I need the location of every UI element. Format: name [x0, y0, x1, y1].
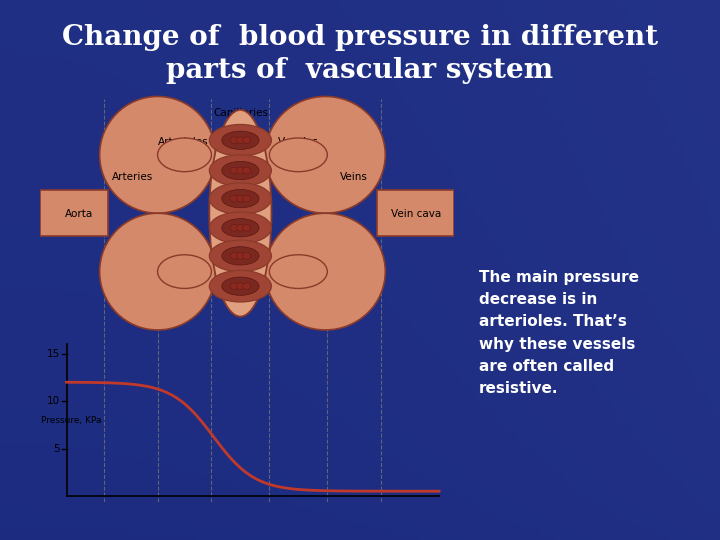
Ellipse shape	[236, 167, 245, 174]
Ellipse shape	[230, 283, 238, 289]
Text: Pressure, KPa: Pressure, KPa	[41, 416, 102, 424]
Text: 5: 5	[54, 443, 60, 454]
Ellipse shape	[230, 167, 238, 174]
Text: Arterioles: Arterioles	[158, 137, 209, 147]
Text: Vein cava: Vein cava	[391, 210, 441, 219]
Text: Veins: Veins	[339, 172, 367, 182]
Ellipse shape	[210, 240, 271, 272]
Ellipse shape	[230, 253, 238, 259]
Ellipse shape	[222, 247, 259, 265]
Ellipse shape	[99, 97, 215, 213]
Ellipse shape	[158, 138, 212, 172]
Ellipse shape	[230, 225, 238, 231]
Ellipse shape	[243, 167, 251, 174]
Ellipse shape	[265, 97, 385, 213]
Text: Arteries: Arteries	[112, 172, 153, 182]
Ellipse shape	[210, 271, 271, 302]
Ellipse shape	[236, 195, 245, 202]
Ellipse shape	[236, 137, 245, 144]
Ellipse shape	[243, 195, 251, 202]
Ellipse shape	[210, 110, 271, 316]
Ellipse shape	[269, 255, 328, 288]
Ellipse shape	[230, 195, 238, 202]
Text: parts of  vascular system: parts of vascular system	[166, 57, 554, 84]
Text: 15: 15	[47, 349, 60, 359]
Ellipse shape	[222, 190, 259, 208]
Ellipse shape	[99, 213, 215, 330]
Ellipse shape	[265, 213, 385, 330]
Ellipse shape	[210, 155, 271, 186]
Ellipse shape	[236, 225, 245, 231]
Ellipse shape	[210, 124, 271, 156]
Bar	[377, 191, 454, 236]
Ellipse shape	[236, 253, 245, 259]
Ellipse shape	[243, 137, 251, 144]
Text: Aorta: Aorta	[65, 210, 93, 219]
Ellipse shape	[243, 283, 251, 289]
Ellipse shape	[210, 183, 271, 214]
Text: Venules: Venules	[277, 137, 318, 147]
Ellipse shape	[222, 161, 259, 180]
Ellipse shape	[210, 212, 271, 244]
Ellipse shape	[222, 277, 259, 295]
Ellipse shape	[269, 138, 328, 172]
Ellipse shape	[236, 283, 245, 289]
Ellipse shape	[222, 131, 259, 150]
Ellipse shape	[222, 219, 259, 237]
Text: Capillaries: Capillaries	[213, 107, 268, 118]
Text: Change of  blood pressure in different: Change of blood pressure in different	[62, 24, 658, 51]
Ellipse shape	[243, 225, 251, 231]
Ellipse shape	[243, 253, 251, 259]
Ellipse shape	[230, 137, 238, 144]
Text: 10: 10	[48, 396, 60, 406]
Ellipse shape	[158, 255, 212, 288]
Bar	[40, 191, 108, 236]
Text: The main pressure
decrease is in
arterioles. That’s
why these vessels
are often : The main pressure decrease is in arterio…	[479, 270, 639, 396]
